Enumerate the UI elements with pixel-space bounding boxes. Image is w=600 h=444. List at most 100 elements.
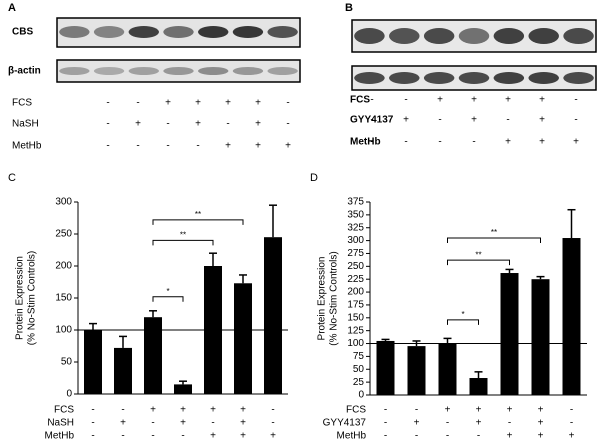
treatment-sign: -	[570, 418, 573, 429]
treatment-sign: +	[538, 418, 544, 429]
significance-bracket	[447, 237, 541, 244]
treatment-sign: +	[150, 405, 156, 416]
panel-label: C	[8, 172, 16, 184]
blot-band	[232, 26, 264, 38]
y-tick-label: 75	[353, 351, 365, 362]
treatment-sign: +	[507, 431, 513, 442]
treatment-sign: +	[414, 418, 420, 429]
treatment-sign: +	[225, 141, 231, 152]
blot-band	[563, 28, 594, 44]
treatment-sign: +	[195, 98, 201, 109]
treatment-sign: +	[255, 141, 261, 152]
treatment-label: MetHb	[350, 137, 381, 148]
treatment-sign: +	[573, 137, 579, 148]
bar	[469, 378, 488, 395]
treatment-label: FCS	[12, 98, 32, 109]
blot-band	[267, 26, 298, 38]
blot-band	[354, 28, 385, 44]
y-tick-label: 350	[347, 210, 364, 221]
y-tick-label: 0	[358, 390, 364, 401]
treatment-sign: -	[446, 418, 449, 429]
bar	[234, 283, 252, 394]
blot-band	[423, 72, 455, 84]
bar	[264, 237, 282, 394]
y-axis-label: (% No-Stim Controls)	[27, 251, 38, 345]
y-tick-label: 175	[347, 300, 364, 311]
treatment-sign: -	[404, 137, 407, 148]
treatment-sign: +	[165, 98, 171, 109]
treatment-sign: -	[384, 405, 387, 416]
significance-bracket	[152, 239, 214, 246]
treatment-label: NaSH	[47, 418, 74, 429]
treatment-sign: +	[240, 418, 246, 429]
blot-box	[56, 59, 301, 83]
treatment-sign: -	[506, 115, 509, 126]
treatment-sign: -	[106, 119, 109, 130]
y-tick-label: 225	[347, 274, 364, 285]
treatment-sign: -	[370, 115, 373, 126]
blot-band	[198, 67, 229, 75]
bar	[84, 330, 102, 394]
blot-band	[59, 26, 90, 38]
blot-band	[128, 67, 159, 75]
treatment-sign: -	[91, 405, 94, 416]
bar	[407, 346, 426, 395]
treatment-sign: +	[255, 98, 261, 109]
blot-band	[128, 26, 159, 38]
significance-label: *	[461, 310, 464, 319]
blot-band	[528, 28, 559, 44]
blot-band	[59, 67, 90, 75]
treatment-sign: -	[404, 95, 407, 106]
treatment-sign: -	[196, 141, 199, 152]
treatment-sign: +	[225, 98, 231, 109]
y-axis-label: Protein Expression	[317, 257, 328, 341]
treatment-sign: -	[166, 141, 169, 152]
treatment-sign: +	[538, 431, 544, 442]
treatment-label: FCS	[346, 405, 366, 416]
blot-band	[267, 67, 298, 75]
bar	[174, 384, 192, 394]
bar	[500, 273, 519, 395]
treatment-sign: -	[121, 431, 124, 442]
significance-label: *	[166, 287, 169, 296]
y-tick-label: 150	[347, 312, 364, 323]
treatment-sign: -	[106, 141, 109, 152]
significance-bracket	[152, 296, 184, 302]
y-tick-label: 375	[347, 197, 364, 208]
treatment-sign: +	[437, 95, 443, 106]
treatment-sign: +	[180, 418, 186, 429]
treatment-sign: +	[471, 115, 477, 126]
treatment-sign: +	[270, 431, 276, 442]
treatment-sign: -	[271, 405, 274, 416]
significance-label: **	[195, 210, 201, 219]
significance-bracket	[447, 319, 479, 325]
significance-label: **	[180, 231, 186, 240]
treatment-sign: +	[255, 119, 261, 130]
blot-row-label: β-actin	[8, 66, 41, 77]
blot-band	[163, 67, 194, 75]
treatment-sign: +	[539, 137, 545, 148]
blot-band	[389, 72, 420, 84]
bar	[144, 317, 162, 394]
treatment-sign: -	[370, 137, 373, 148]
y-tick-label: 125	[347, 325, 364, 336]
bar	[562, 238, 581, 395]
treatment-sign: -	[136, 98, 139, 109]
y-tick-label: 50	[353, 364, 365, 375]
bar	[531, 279, 550, 395]
treatment-sign: -	[91, 431, 94, 442]
y-tick-label: 250	[347, 261, 364, 272]
y-tick-label: 100	[55, 325, 72, 336]
treatment-sign: +	[539, 95, 545, 106]
treatment-sign: -	[106, 98, 109, 109]
treatment-sign: -	[286, 119, 289, 130]
treatment-sign: +	[476, 405, 482, 416]
treatment-sign: -	[570, 405, 573, 416]
significance-label: **	[491, 228, 497, 237]
treatment-sign: +	[403, 115, 409, 126]
treatment-sign: -	[477, 431, 480, 442]
panel-label: B	[345, 2, 353, 14]
treatment-label: MetHb	[12, 141, 42, 152]
y-tick-label: 300	[55, 197, 72, 208]
